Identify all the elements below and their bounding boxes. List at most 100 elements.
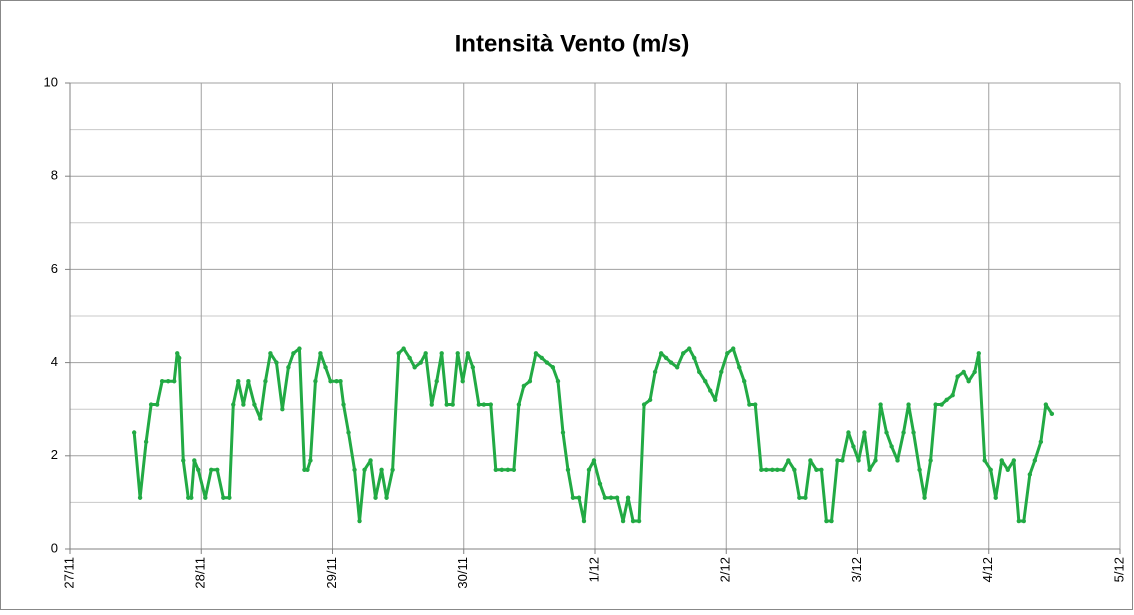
point — [846, 430, 851, 435]
point — [328, 379, 333, 384]
point — [357, 518, 362, 524]
point — [889, 444, 894, 449]
y-tick-label: 6 — [51, 261, 58, 276]
point — [444, 402, 449, 407]
point — [352, 467, 357, 472]
point — [1038, 439, 1044, 445]
point — [407, 355, 412, 361]
point — [933, 402, 938, 407]
x-tick-label: 5/12 — [1111, 557, 1126, 582]
point — [533, 351, 539, 356]
point — [221, 495, 226, 500]
point — [591, 458, 597, 463]
point — [439, 351, 444, 356]
point — [338, 379, 343, 384]
point — [521, 383, 527, 389]
x-tick-label: 27/11 — [61, 557, 76, 589]
point — [412, 365, 417, 370]
point — [209, 467, 214, 472]
point — [131, 430, 137, 435]
point — [476, 402, 482, 407]
point — [308, 458, 313, 463]
x-tick-label: 30/11 — [455, 557, 470, 589]
point — [602, 495, 608, 500]
point — [966, 379, 971, 384]
point — [687, 346, 692, 351]
point — [274, 360, 279, 365]
point — [878, 402, 883, 407]
point — [379, 467, 384, 472]
point — [824, 518, 829, 524]
point — [719, 369, 724, 375]
point — [851, 444, 856, 449]
point — [268, 351, 273, 356]
point — [797, 495, 802, 500]
point — [1021, 518, 1026, 524]
point — [481, 402, 487, 407]
point — [334, 379, 339, 384]
point — [172, 379, 177, 384]
point — [792, 467, 797, 472]
point — [703, 379, 708, 384]
point — [505, 467, 511, 472]
point — [808, 458, 813, 463]
point — [258, 416, 263, 421]
point — [944, 397, 949, 403]
point — [731, 346, 736, 351]
point — [867, 467, 872, 472]
point — [630, 518, 636, 524]
point — [906, 402, 911, 407]
point — [323, 365, 328, 370]
point — [681, 351, 686, 356]
point — [1016, 518, 1022, 524]
y-tick-label: 10 — [44, 74, 58, 89]
point — [576, 495, 582, 500]
point — [663, 355, 669, 361]
point — [608, 495, 614, 500]
point — [641, 402, 647, 407]
point — [429, 402, 434, 407]
point — [148, 402, 154, 407]
point — [819, 467, 824, 472]
point — [742, 379, 747, 384]
point — [291, 351, 296, 356]
point — [470, 365, 476, 370]
point — [620, 518, 626, 524]
point — [177, 355, 182, 361]
point — [396, 351, 401, 356]
point — [840, 458, 845, 463]
point — [511, 467, 517, 472]
point — [901, 430, 906, 435]
point — [917, 467, 922, 472]
point — [597, 481, 603, 486]
point — [418, 360, 423, 365]
point — [1027, 472, 1033, 477]
point — [697, 369, 702, 375]
point — [231, 402, 236, 407]
point — [652, 369, 658, 375]
point — [753, 402, 758, 407]
x-tick-label: 29/11 — [324, 557, 339, 589]
point — [581, 518, 587, 524]
point — [835, 458, 840, 463]
point — [550, 365, 556, 370]
y-tick-label: 8 — [51, 168, 58, 183]
point — [493, 467, 498, 472]
point — [747, 402, 752, 407]
point — [539, 355, 545, 361]
point — [362, 467, 367, 472]
point — [286, 365, 291, 370]
point — [499, 467, 505, 472]
point — [460, 379, 465, 384]
point — [227, 495, 232, 500]
point — [516, 402, 522, 407]
point — [988, 467, 993, 472]
point — [1049, 411, 1055, 417]
point — [465, 351, 471, 356]
point — [803, 495, 808, 500]
point — [175, 351, 180, 356]
point — [764, 467, 769, 472]
point — [955, 374, 960, 379]
point — [565, 467, 571, 472]
point — [647, 397, 653, 403]
